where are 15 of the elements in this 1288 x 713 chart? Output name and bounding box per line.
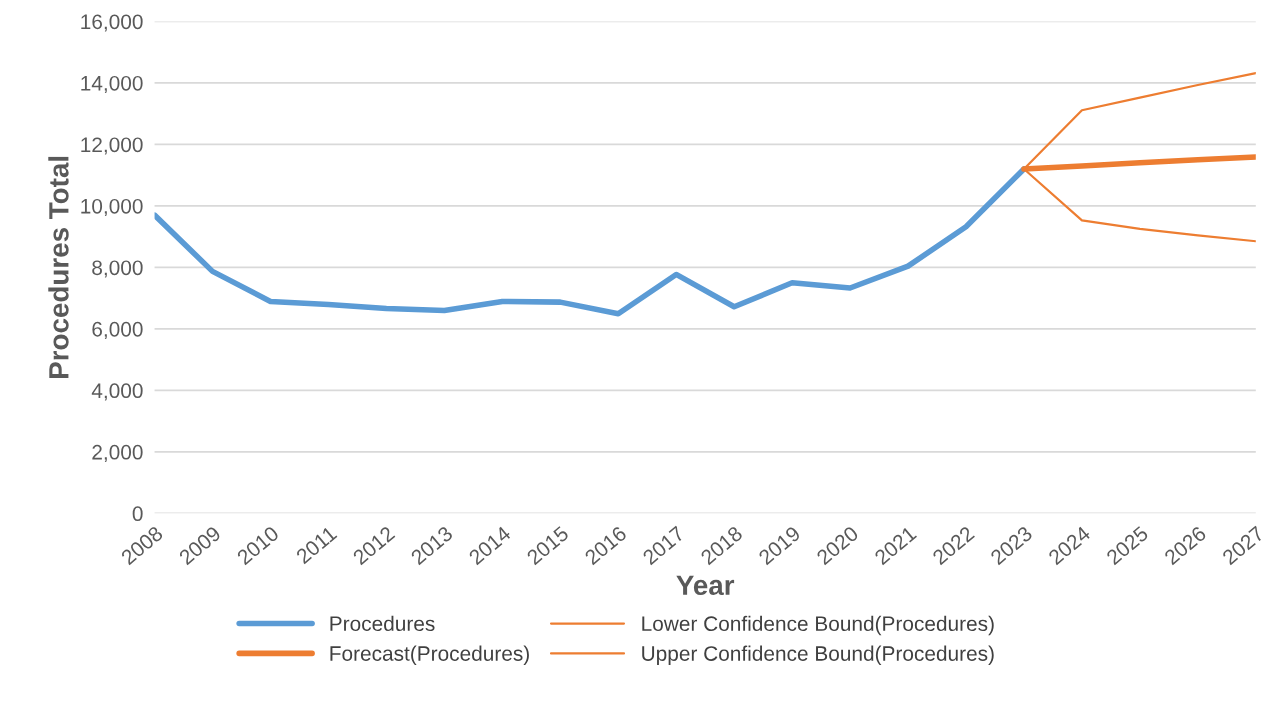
y-tick-label: 6,000 [92,321,143,340]
y-tick-label: 16,000 [81,14,143,32]
legend-label: Upper Confidence Bound(Procedures) [642,645,994,665]
y-tick-label: 2,000 [92,444,143,463]
y-tick-label: 14,000 [81,75,143,94]
y-tick-label: 4,000 [91,383,143,401]
x-axis-title: Year [676,575,735,596]
y-tick-label: 12,000 [81,137,143,155]
y-tick-label: 8,000 [92,260,143,278]
legend-label: Lower Confidence Bound(Procedures) [642,615,994,636]
y-axis-title: Procedures Total [48,156,69,378]
y-tick-label: 10,000 [81,198,143,217]
y-tick-label: 0 [132,506,143,522]
legend-label: Forecast(Procedures) [330,645,529,665]
legend-label: Procedures [330,615,435,632]
